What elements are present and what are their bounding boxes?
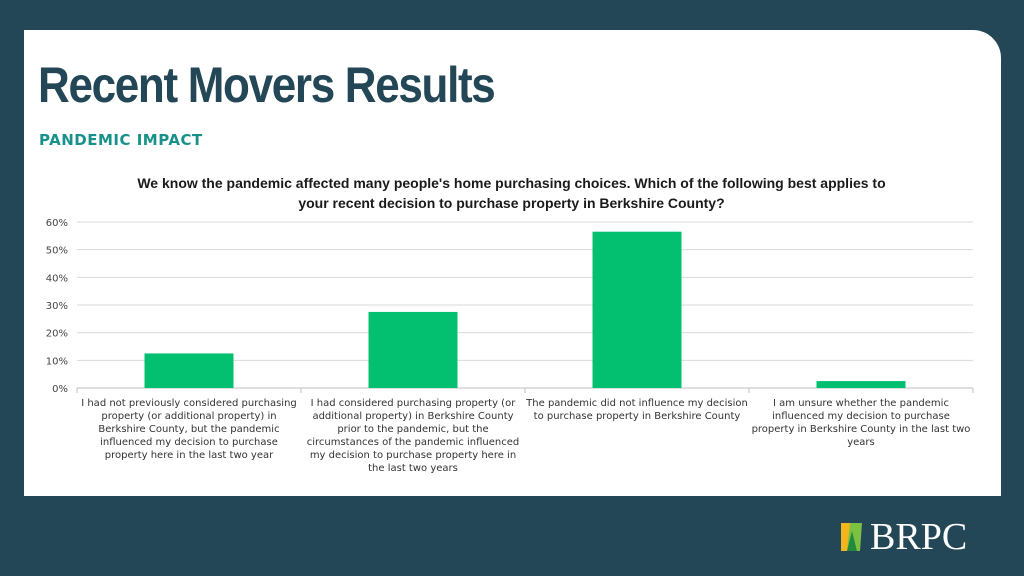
x-category-label: I had not previously considered purchasi… xyxy=(81,398,297,461)
brpc-logo: BRPC xyxy=(838,518,967,556)
page-title: Recent Movers Results xyxy=(38,57,496,113)
x-category-label: I had considered purchasing property (or… xyxy=(306,398,520,474)
slide-card: Recent Movers Results PANDEMIC IMPACT We… xyxy=(24,30,1001,496)
y-tick-label: 0% xyxy=(52,384,68,395)
logo-text: BRPC xyxy=(870,516,968,558)
section-subtitle: PANDEMIC IMPACT xyxy=(39,131,203,149)
y-tick-label: 50% xyxy=(46,246,68,257)
bar xyxy=(592,231,682,388)
chart-title: We know the pandemic affected many peopl… xyxy=(137,175,886,211)
y-tick-label: 30% xyxy=(46,301,68,312)
bar xyxy=(816,381,906,388)
y-tick-label: 60% xyxy=(46,218,68,229)
x-category-label: The pandemic did not influence my decisi… xyxy=(526,398,748,422)
x-category-label: I am unsure whether the pandemic influen… xyxy=(751,398,971,448)
bar xyxy=(144,353,234,388)
brpc-logo-icon xyxy=(841,523,862,551)
y-tick-label: 20% xyxy=(46,329,68,340)
bar xyxy=(368,311,458,388)
y-tick-label: 40% xyxy=(46,273,68,284)
y-tick-label: 10% xyxy=(46,356,68,367)
